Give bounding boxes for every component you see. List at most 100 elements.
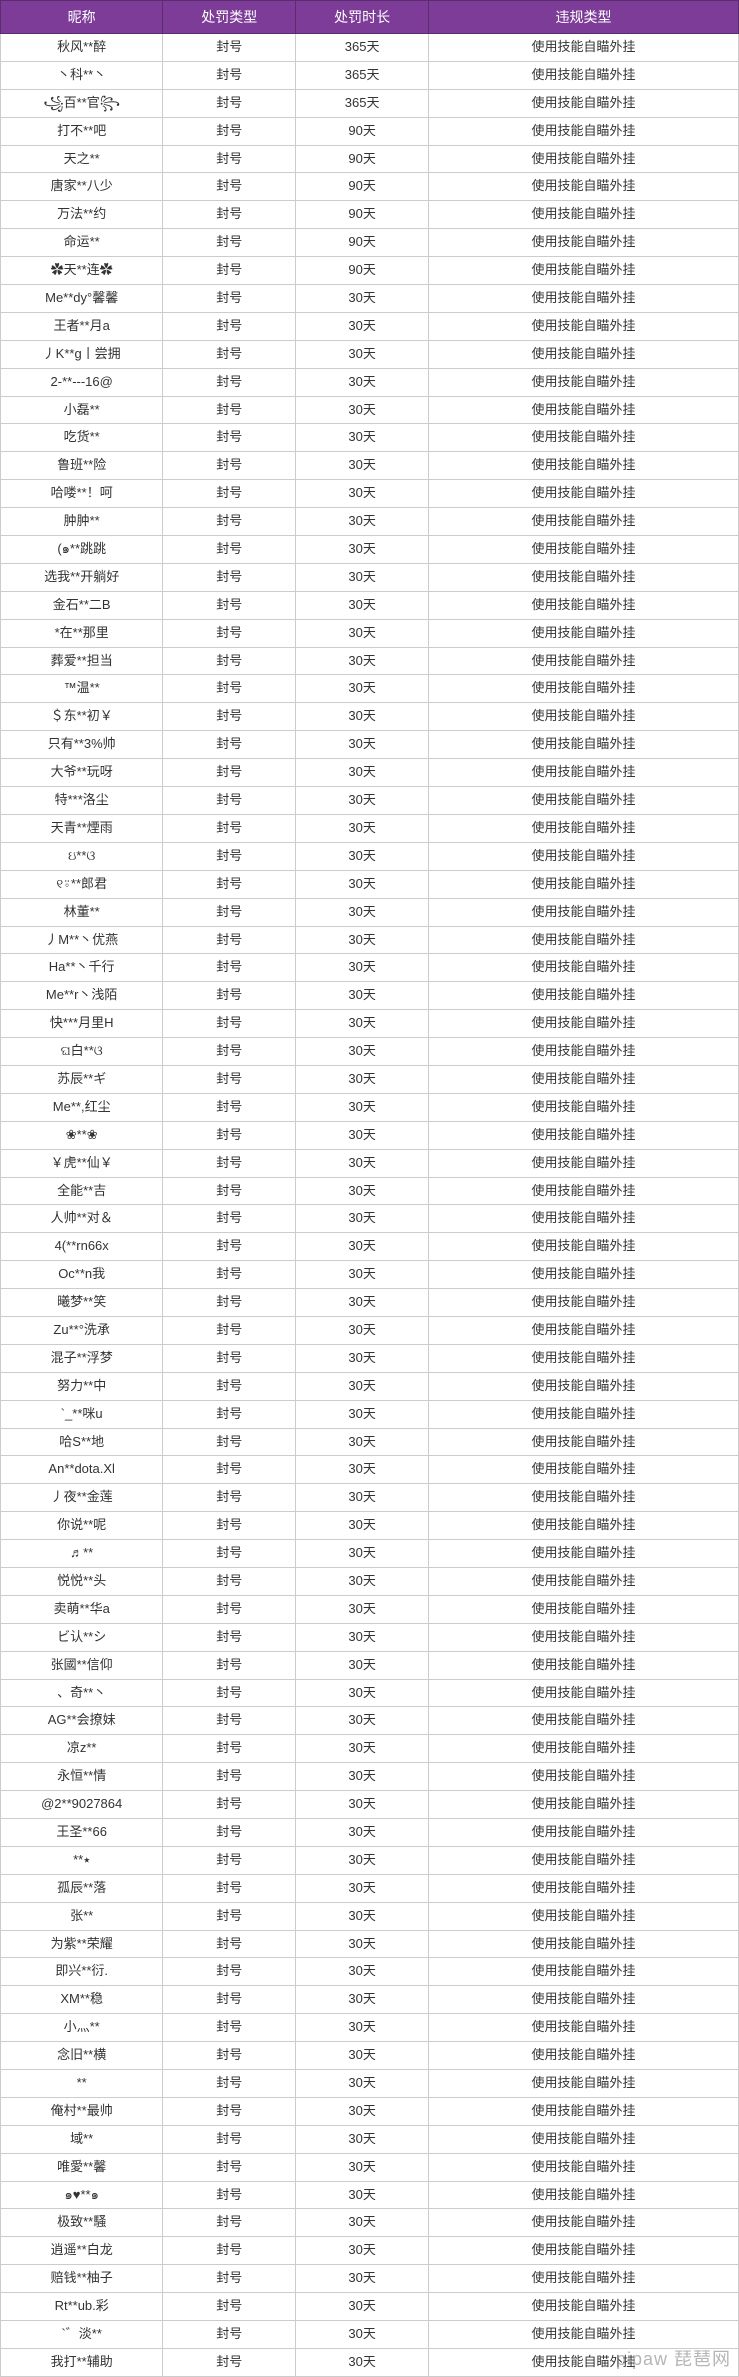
table-cell: 封号 [163,1456,296,1484]
table-cell: 30天 [296,1038,429,1066]
table-row: **封号30天使用技能自瞄外挂 [1,2070,739,2098]
table-cell: 封号 [163,1484,296,1512]
table-cell: 金石**二B [1,591,163,619]
table-cell: 30天 [296,1846,429,1874]
table-cell: 封号 [163,1763,296,1791]
table-row: 张**封号30天使用技能自瞄外挂 [1,1902,739,1930]
table-row: 天青**煙雨封号30天使用技能自瞄外挂 [1,814,739,842]
table-cell: An**dota.Xl [1,1456,163,1484]
table-row: 唯愛**馨封号30天使用技能自瞄外挂 [1,2153,739,2181]
table-cell: 使用技能自瞄外挂 [429,1428,739,1456]
table-cell: ꧁百**官꧂ [1,89,163,117]
table-row: 快***月里H封号30天使用技能自瞄外挂 [1,1010,739,1038]
table-cell: 使用技能自瞄外挂 [429,1791,739,1819]
table-cell: 封号 [163,1874,296,1902]
table-cell: 肿肿** [1,508,163,536]
table-cell: 30天 [296,396,429,424]
table-cell: 使用技能自瞄外挂 [429,1958,739,1986]
table-cell: 30天 [296,1121,429,1149]
table-row: Ha**丶千行封号30天使用技能自瞄外挂 [1,954,739,982]
table-cell: 30天 [296,1540,429,1568]
table-cell: 30天 [296,1149,429,1177]
table-cell: 封号 [163,34,296,62]
table-row: 王者**月a封号30天使用技能自瞄外挂 [1,312,739,340]
table-cell: 使用技能自瞄外挂 [429,1149,739,1177]
table-cell: 使用技能自瞄外挂 [429,1819,739,1847]
table-cell: 30天 [296,1595,429,1623]
table-cell: ビ认**シ [1,1623,163,1651]
table-cell: 使用技能自瞄外挂 [429,424,739,452]
table-cell: 90天 [296,173,429,201]
table-row: *在**那里封号30天使用技能自瞄外挂 [1,619,739,647]
table-cell: 使用技能自瞄外挂 [429,1623,739,1651]
table-row: 、奇**丶封号30天使用技能自瞄外挂 [1,1679,739,1707]
table-row: 小灬**封号30天使用技能自瞄外挂 [1,2014,739,2042]
table-cell: 使用技能自瞄外挂 [429,117,739,145]
table-cell: 30天 [296,563,429,591]
table-cell: 使用技能自瞄外挂 [429,1651,739,1679]
table-cell: 封号 [163,982,296,1010]
table-row: 大爷**玩呀封号30天使用技能自瞄外挂 [1,759,739,787]
table-cell: 30天 [296,1289,429,1317]
table-cell: 30天 [296,1763,429,1791]
table-cell: 封号 [163,954,296,982]
table-cell: 封号 [163,2348,296,2376]
table-cell: 使用技能自瞄外挂 [429,1372,739,1400]
table-row: 即兴**衍.封号30天使用技能自瞄外挂 [1,1958,739,1986]
table-cell: 极致**騒 [1,2209,163,2237]
table-cell: 封号 [163,536,296,564]
table-row: 丿M**丶优燕封号30天使用技能自瞄外挂 [1,926,739,954]
table-cell: 使用技能自瞄外挂 [429,2293,739,2321]
table-row: XM**稳封号30天使用技能自瞄外挂 [1,1986,739,2014]
table-cell: 封号 [163,1623,296,1651]
table-cell: 30天 [296,2097,429,2125]
table-cell: 30天 [296,2237,429,2265]
table-row: 金石**二B封号30天使用技能自瞄外挂 [1,591,739,619]
table-cell: 30天 [296,508,429,536]
table-cell: 封号 [163,2014,296,2042]
table-cell: 30天 [296,647,429,675]
table-row: 林董**封号30天使用技能自瞄外挂 [1,898,739,926]
table-row: 命运**封号90天使用技能自瞄外挂 [1,229,739,257]
table-cell: 封号 [163,1540,296,1568]
table-cell: 30天 [296,1456,429,1484]
table-cell: 使用技能自瞄外挂 [429,61,739,89]
table-cell: 封号 [163,1177,296,1205]
table-cell: 使用技能自瞄外挂 [429,787,739,815]
table-cell: 90天 [296,229,429,257]
col-header-0: 昵称 [1,1,163,34]
table-cell: 封号 [163,2042,296,2070]
table-cell: 封号 [163,452,296,480]
table-cell: 封号 [163,1846,296,1874]
table-cell: 封号 [163,1651,296,1679]
table-cell: 使用技能自瞄外挂 [429,2181,739,2209]
table-cell: ଘ白**ଓ [1,1038,163,1066]
table-cell: 悦悦**头 [1,1567,163,1595]
table-cell: 封号 [163,117,296,145]
table-cell: 使用技能自瞄外挂 [429,2070,739,2098]
table-row: ❀**❀封号30天使用技能自瞄外挂 [1,1121,739,1149]
table-cell: 使用技能自瞄外挂 [429,1484,739,1512]
table-cell: 孤辰**落 [1,1874,163,1902]
table-row: `゛淡**封号30天使用技能自瞄外挂 [1,2321,739,2349]
table-cell: 使用技能自瞄外挂 [429,2125,739,2153]
table-cell: ♬** [1,1540,163,1568]
table-cell: 封号 [163,2265,296,2293]
table-cell: 30天 [296,703,429,731]
table-cell: 使用技能自瞄外挂 [429,2348,739,2376]
table-cell: 使用技能自瞄外挂 [429,1595,739,1623]
table-cell: 封号 [163,1512,296,1540]
table-cell: 哈喽**！呵 [1,480,163,508]
table-cell: 封号 [163,619,296,647]
table-row: AG**会撩妹封号30天使用技能自瞄外挂 [1,1707,739,1735]
table-cell: 使用技能自瞄外挂 [429,34,739,62]
table-row: **٭封号30天使用技能自瞄外挂 [1,1846,739,1874]
table-cell: 30天 [296,1651,429,1679]
table-cell: Me**dy°馨馨 [1,285,163,313]
table-row: ୧⍤**郎君封号30天使用技能自瞄外挂 [1,870,739,898]
table-cell: 使用技能自瞄外挂 [429,1344,739,1372]
table-row: ￥虎**仙￥封号30天使用技能自瞄外挂 [1,1149,739,1177]
table-row: 哈S**地封号30天使用技能自瞄外挂 [1,1428,739,1456]
table-cell: 30天 [296,759,429,787]
table-row: ™温**封号30天使用技能自瞄外挂 [1,675,739,703]
